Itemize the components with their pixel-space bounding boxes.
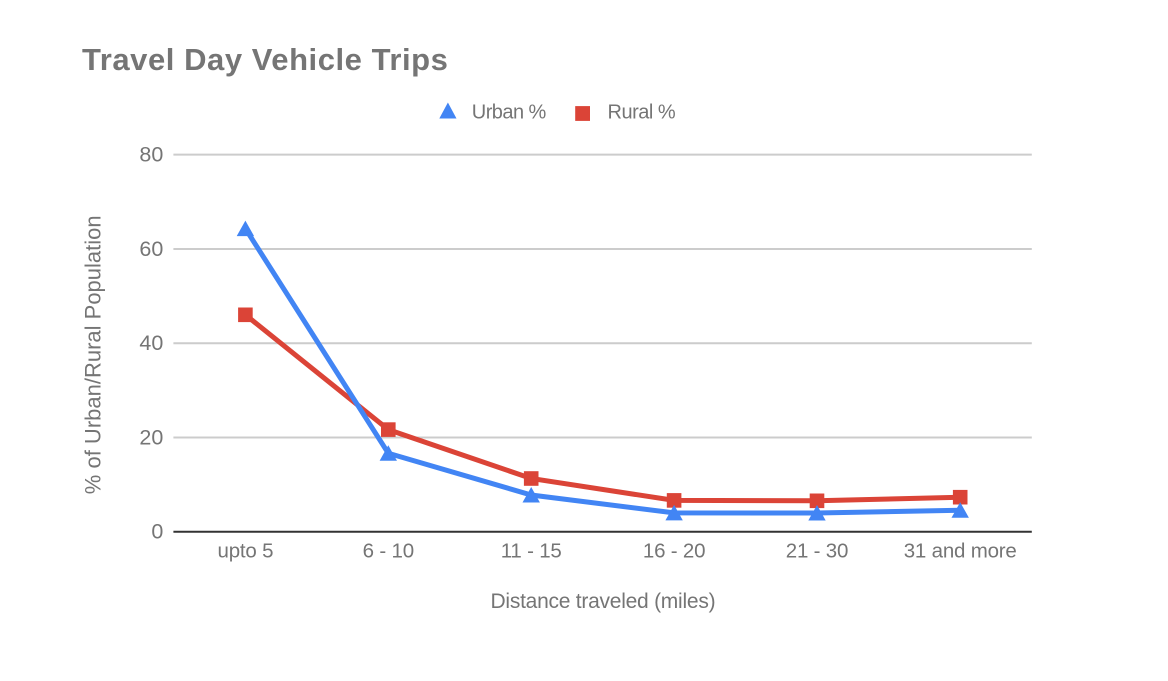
svg-text:6 - 10: 6 - 10 bbox=[363, 540, 414, 563]
svg-text:40: 40 bbox=[139, 331, 163, 355]
svg-text:Distance traveled (miles): Distance traveled (miles) bbox=[490, 590, 715, 613]
svg-text:upto 5: upto 5 bbox=[218, 540, 274, 563]
svg-text:Urban %: Urban % bbox=[472, 102, 547, 124]
svg-text:31 and more: 31 and more bbox=[904, 540, 1017, 563]
svg-text:20: 20 bbox=[139, 425, 163, 449]
svg-text:60: 60 bbox=[139, 237, 163, 261]
svg-text:16 - 20: 16 - 20 bbox=[643, 540, 705, 563]
svg-text:0: 0 bbox=[151, 520, 163, 544]
svg-text:80: 80 bbox=[139, 143, 163, 167]
svg-text:11 - 15: 11 - 15 bbox=[501, 540, 562, 563]
svg-text:Rural %: Rural % bbox=[608, 102, 676, 124]
svg-text:Travel Day Vehicle Trips: Travel Day Vehicle Trips bbox=[82, 42, 448, 77]
svg-text:% of Urban/Rural Population: % of Urban/Rural Population bbox=[81, 215, 106, 494]
svg-text:21 - 30: 21 - 30 bbox=[786, 540, 848, 563]
